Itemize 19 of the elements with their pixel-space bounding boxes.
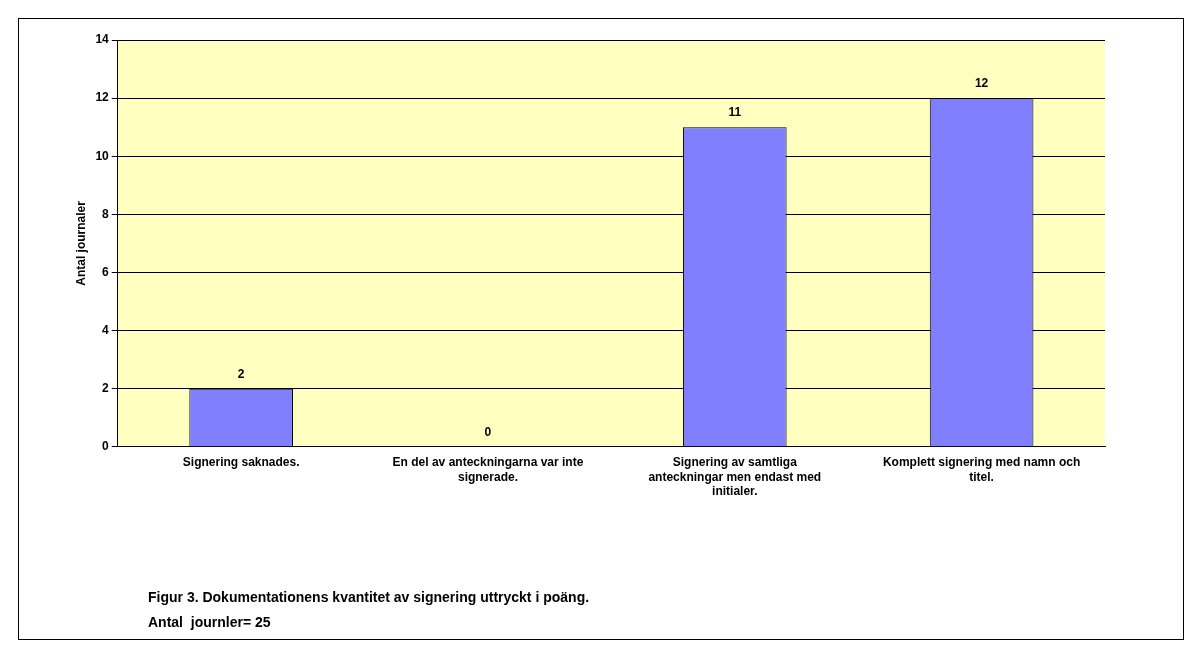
- y-tick-label: 8: [102, 206, 110, 221]
- data-label: 2: [237, 367, 245, 381]
- x-tick-label: En del av anteckningarna var inte signerade.: [392, 455, 584, 484]
- y-axis-title: Antal journaler: [73, 200, 88, 286]
- x-tick-label: Signering av samtliga anteckningar men endast med initialer.: [648, 455, 822, 499]
- y-tick-label: 4: [102, 322, 110, 337]
- x-tick-label: Signering saknades.: [182, 455, 300, 470]
- y-tick-label: 14: [95, 32, 110, 47]
- y-tick-label: 2: [102, 381, 110, 395]
- data-label: 12: [974, 76, 989, 91]
- y-tick-label: 6: [102, 264, 110, 279]
- data-label: 11: [728, 105, 742, 120]
- data-label: 0: [484, 425, 492, 440]
- text: Antal journler= 25: [148, 614, 271, 630]
- y-tick-label: 10: [95, 148, 110, 163]
- x-tick-label: Komplett signering med namn och titel.: [882, 455, 1081, 484]
- text: Figur 3. Dokumentationens kvantitet av signering uttryckt i poäng.: [148, 589, 590, 605]
- y-tick-label: 12: [95, 90, 110, 105]
- y-tick-label: 0: [102, 439, 110, 454]
